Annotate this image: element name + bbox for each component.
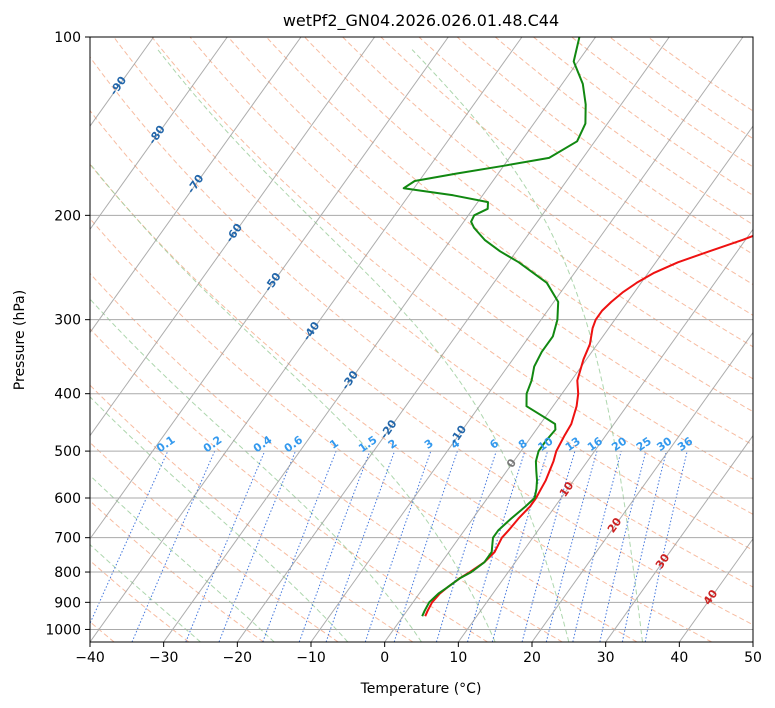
x-tick-label: 40 — [670, 650, 688, 666]
isotherm-line — [678, 537, 753, 642]
dry-adiabat — [90, 56, 753, 588]
dry-adiabat — [609, 37, 753, 140]
isotherm-line — [605, 434, 753, 642]
isotherm-line — [384, 125, 753, 642]
profile-series — [402, 37, 753, 617]
temperature-profile — [424, 234, 753, 617]
dry-adiabat — [494, 37, 753, 226]
mixing-ratio-line — [185, 450, 266, 642]
moist-adiabat — [90, 298, 422, 642]
x-tick-label: −40 — [75, 650, 105, 666]
mixing-ratio-line — [325, 450, 396, 642]
x-tick-label: 20 — [523, 650, 541, 666]
dry-adiabat — [456, 37, 753, 255]
mixing-ratio-line — [521, 450, 576, 642]
y-tick-label: 800 — [54, 565, 81, 581]
y-tick-label: 400 — [54, 387, 81, 403]
dry-adiabat — [90, 328, 488, 642]
moist-adiabat — [90, 162, 496, 642]
mixing-ratio-line — [599, 450, 647, 642]
moist-adiabat — [90, 396, 349, 642]
dry-adiabat — [113, 37, 753, 551]
x-tick-label: −20 — [223, 650, 253, 666]
x-tick-label: 0 — [380, 650, 389, 666]
x-tick-label: −30 — [149, 650, 179, 666]
background-lines — [0, 37, 753, 642]
isotherm-line — [0, 37, 6, 642]
isotherm-line — [163, 37, 597, 642]
dry-adiabat — [266, 37, 753, 413]
plot-background — [90, 37, 753, 642]
x-tick-label: 10 — [449, 650, 467, 666]
dry-adiabat — [90, 441, 339, 642]
isotherm-line — [531, 331, 753, 642]
mixing-ratio-line — [298, 450, 371, 642]
plot-frame — [89, 36, 754, 643]
axes: −40 −30 −20 −10 0 10 20 30 40 50 100 200 300 400 500 60… — [45, 30, 762, 666]
dry-adiabat — [90, 109, 753, 626]
dry-adiabat — [151, 37, 753, 515]
isotherm-line — [90, 37, 376, 437]
dry-adiabat — [90, 163, 712, 642]
isotherm-line — [90, 37, 228, 231]
dry-adiabat — [227, 37, 753, 446]
y-tick-label: 200 — [54, 208, 81, 224]
dry-adiabat — [90, 500, 264, 642]
isotherm-line — [310, 37, 744, 642]
x-tick-label: −10 — [296, 650, 326, 666]
dry-adiabat — [304, 37, 753, 380]
y-tick-label: 100 — [54, 30, 81, 46]
chart-title: wetPf2_GN04.2026.026.01.48.C44 — [283, 11, 559, 31]
mixing-ratio-line — [545, 450, 598, 642]
mixing-ratio-line — [90, 450, 169, 625]
mixing-ratio-line — [262, 450, 337, 642]
y-tick-label: 900 — [54, 595, 81, 611]
isotherm-line — [752, 641, 753, 642]
x-axis-label: Temperature (°C) — [360, 681, 482, 697]
isotherm-line — [90, 37, 302, 334]
x-tick-label: 50 — [744, 650, 762, 666]
y-tick-label: 1000 — [45, 622, 81, 638]
y-tick-label: 700 — [54, 531, 81, 547]
dry-adiabat — [571, 37, 753, 168]
mixing-ratio-line — [218, 450, 296, 642]
dewpoint-profile — [402, 37, 587, 617]
mixing-ratio-line — [644, 450, 688, 642]
moist-adiabat — [157, 49, 570, 642]
isotherm-line — [90, 37, 523, 642]
mixing-ratio-line — [364, 450, 432, 642]
isotherm-line — [457, 228, 753, 642]
isotherm-line — [236, 37, 670, 642]
y-tick-label: 300 — [54, 313, 81, 329]
mixing-ratio-line — [435, 450, 497, 642]
dry-adiabat — [90, 217, 638, 642]
dry-adiabat — [380, 37, 753, 316]
y-tick-label: 500 — [54, 444, 81, 460]
mixing-ratio-line — [621, 450, 667, 642]
isotherm-line — [90, 37, 449, 540]
mixing-ratio-line — [131, 450, 216, 642]
y-axis-label: Pressure (hPa) — [12, 290, 28, 390]
mixing-ratio-line — [467, 450, 526, 642]
x-tick-label: 30 — [597, 650, 615, 666]
y-tick-label: 600 — [54, 491, 81, 507]
isopleth-labels: 0.1 0.2 0.4 0.6 1 1.5 2 3 4 6 8 10 13 16 20 25 30 36-100-… — [90, 37, 721, 607]
moist-adiabat — [411, 49, 643, 642]
